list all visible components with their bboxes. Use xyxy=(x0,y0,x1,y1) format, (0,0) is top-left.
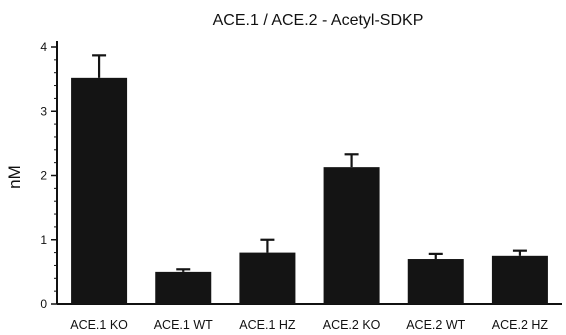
y-tick-label: 4 xyxy=(40,40,47,54)
bar xyxy=(407,259,464,304)
bar xyxy=(323,167,380,304)
x-tick-label: ACE.1 KO xyxy=(70,318,128,332)
y-tick-label: 0 xyxy=(40,297,47,311)
x-tick-label: ACE.1 WT xyxy=(154,318,213,332)
x-tick-label: ACE.1 HZ xyxy=(239,318,296,332)
x-tick-label: ACE.2 HZ xyxy=(492,318,549,332)
x-tick-label: ACE.2 KO xyxy=(323,318,381,332)
y-tick-label: 2 xyxy=(40,169,47,183)
y-tick-label: 1 xyxy=(40,233,47,247)
bar xyxy=(239,252,296,304)
y-tick-label: 3 xyxy=(40,104,47,118)
bar xyxy=(491,255,548,304)
plot-area: 0 1 2 3 4 ACE.1 KO ACE.1 WT ACE.1 HZ ACE.2 KO ACE… xyxy=(40,40,562,332)
x-tick-label: ACE.2 WT xyxy=(406,318,465,332)
y-axis-label: nM xyxy=(5,165,24,189)
bar xyxy=(155,271,212,304)
bar xyxy=(71,77,128,304)
chart-title: ACE.1 / ACE.2 - Acetyl-SDKP xyxy=(213,12,424,29)
